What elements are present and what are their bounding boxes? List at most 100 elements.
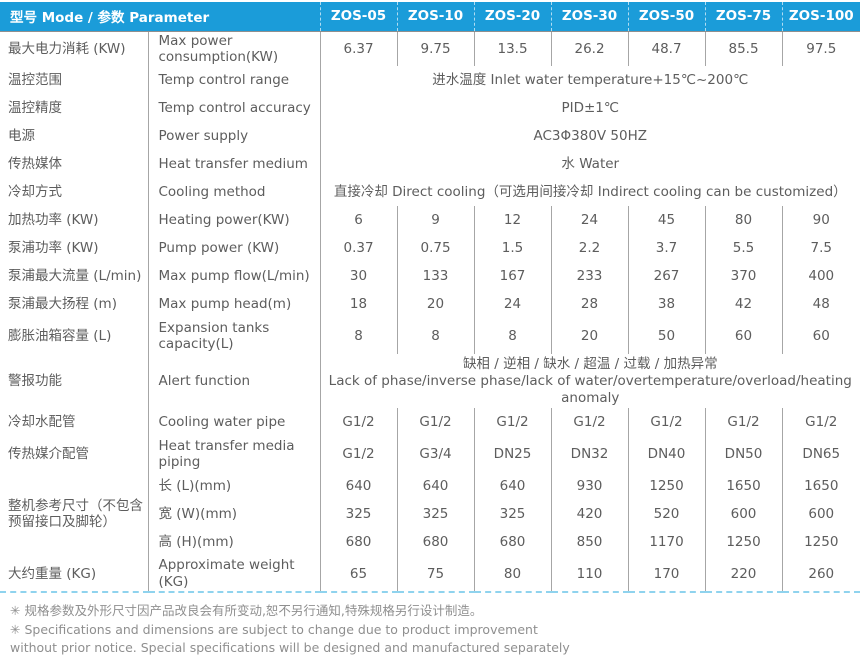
value-cell: 48 bbox=[781, 290, 860, 319]
table-header: 型号 Mode / 参数 Parameter ZOS-05 ZOS-10 ZOS… bbox=[0, 2, 860, 32]
value-cell: 12 bbox=[473, 206, 552, 235]
row-label-en: Heat transfer medium bbox=[147, 150, 321, 179]
row-label-en: Heating power(KW) bbox=[147, 206, 321, 235]
value-cell: 110 bbox=[550, 556, 629, 594]
row-label-en: 高 (H)(mm) bbox=[147, 528, 321, 557]
row-label-zh: 最大电力消耗 (KW) bbox=[8, 40, 126, 57]
row-label-en: 长 (L)(mm) bbox=[147, 472, 321, 501]
spanned-value-cell: 进水温度 Inlet water temperature+15℃~200℃ bbox=[319, 66, 860, 95]
row-media-piping: 传热媒介配管 Heat transfer media piping G1/2 G… bbox=[0, 436, 860, 473]
row-label-en: Cooling water pipe bbox=[147, 408, 321, 437]
value-cell: 600 bbox=[781, 500, 860, 529]
value-cell: 1170 bbox=[627, 528, 706, 557]
row-label-zh: 温控范围 bbox=[8, 72, 62, 89]
value-cell: 260 bbox=[781, 556, 860, 594]
model-column-header: ZOS-100 bbox=[781, 2, 860, 32]
value-cell: 9 bbox=[396, 206, 475, 235]
value-cell: 170 bbox=[627, 556, 706, 594]
value-cell: 65 bbox=[319, 556, 398, 594]
value-cell: 167 bbox=[473, 262, 552, 291]
row-max-pump-head: 泵浦最大扬程 (m) Max pump head(m) 18 20 24 28 … bbox=[0, 290, 860, 319]
value-cell: G1/2 bbox=[550, 408, 629, 437]
model-column-header: ZOS-10 bbox=[396, 2, 475, 32]
value-cell: 60 bbox=[704, 318, 783, 355]
value-cell: 1650 bbox=[704, 472, 783, 501]
row-label-zh: 泵浦最大扬程 (m) bbox=[8, 296, 117, 313]
value-cell: 60 bbox=[781, 318, 860, 355]
value-cell: 1250 bbox=[704, 528, 783, 557]
alert-text-en: Lack of phase/inverse phase/lack of wate… bbox=[328, 372, 852, 406]
value-cell: 42 bbox=[704, 290, 783, 319]
row-label-zh: 冷却水配管 bbox=[8, 414, 76, 431]
row-pump-power: 泵浦功率 (KW) Pump power (KW) 0.37 0.75 1.5 … bbox=[0, 234, 860, 263]
value-cell: 930 bbox=[550, 472, 629, 501]
value-cell: 680 bbox=[319, 528, 398, 557]
row-label-en: Alert function bbox=[147, 354, 321, 409]
value-cell: 640 bbox=[396, 472, 475, 501]
spec-table: 型号 Mode / 参数 Parameter ZOS-05 ZOS-10 ZOS… bbox=[0, 2, 860, 594]
value-cell: 80 bbox=[473, 556, 552, 594]
value-cell: 38 bbox=[627, 290, 706, 319]
value-cell: 26.2 bbox=[550, 31, 629, 67]
value-cell: 325 bbox=[473, 500, 552, 529]
row-max-power: 最大电力消耗 (KW) Max power consumption(KW) 6.… bbox=[0, 31, 860, 67]
row-heating-power: 加热功率 (KW) Heating power(KW) 6 9 12 24 45… bbox=[0, 206, 860, 235]
alert-text-zh: 缺相 / 逆相 / 缺水 / 超温 / 过载 / 加热异常 bbox=[462, 356, 718, 373]
footnotes: ✳ 规格参数及外形尺寸因产品改良会有所变动,恕不另行通知,特殊规格另行设计制造。… bbox=[0, 593, 860, 656]
footnote-zh: ✳ 规格参数及外形尺寸因产品改良会有所变动,恕不另行通知,特殊规格另行设计制造。 bbox=[10, 603, 483, 619]
row-dimension-length: 整机参考尺寸（不包含预留接口及脚轮） 长 (L)(mm) 640 640 640… bbox=[0, 472, 860, 530]
value-cell: 267 bbox=[627, 262, 706, 291]
value-cell: 420 bbox=[550, 500, 629, 529]
value-cell: 30 bbox=[319, 262, 398, 291]
value-cell: 600 bbox=[704, 500, 783, 529]
value-cell: 20 bbox=[396, 290, 475, 319]
value-cell: 28 bbox=[550, 290, 629, 319]
value-cell: G1/2 bbox=[396, 408, 475, 437]
row-label-zh: 大约重量 (KG) bbox=[0, 556, 148, 594]
row-dimension-width: 宽 (W)(mm) 325 325 325 420 520 600 600 bbox=[0, 500, 860, 529]
row-label-en: Expansion tanks capacity(L) bbox=[147, 318, 321, 355]
value-cell: G1/2 bbox=[473, 408, 552, 437]
value-cell: 1250 bbox=[627, 472, 706, 501]
value-cell: 680 bbox=[473, 528, 552, 557]
value-cell: DN65 bbox=[781, 436, 860, 473]
row-label-en: Temp control accuracy bbox=[147, 94, 321, 123]
row-dimension-height: 高 (H)(mm) 680 680 680 850 1170 1250 1250 bbox=[0, 528, 860, 557]
value-cell: 325 bbox=[319, 500, 398, 529]
row-label-zh: 电源 bbox=[8, 128, 35, 145]
value-cell: 850 bbox=[550, 528, 629, 557]
value-cell: DN25 bbox=[473, 436, 552, 473]
value-cell: G1/2 bbox=[627, 408, 706, 437]
value-cell: 48.7 bbox=[627, 31, 706, 67]
row-label-en: Max pump flow(L/min) bbox=[147, 262, 321, 291]
value-cell: 400 bbox=[781, 262, 860, 291]
value-cell: 80 bbox=[704, 206, 783, 235]
row-power-supply: 电源 Power supply AC3Φ380V 50HZ bbox=[0, 122, 860, 151]
value-cell: 325 bbox=[396, 500, 475, 529]
row-alert-function: 警报功能 Alert function 缺相 / 逆相 / 缺水 / 超温 / … bbox=[0, 354, 860, 409]
footnote-en: ✳ Specifications and dimensions are subj… bbox=[10, 621, 570, 655]
row-label-zh: 传热媒介配管 bbox=[8, 446, 89, 463]
dimensions-group-label: 整机参考尺寸（不包含预留接口及脚轮） bbox=[8, 497, 143, 531]
value-cell: 7.5 bbox=[781, 234, 860, 263]
value-cell: 2.2 bbox=[550, 234, 629, 263]
value-cell: 370 bbox=[704, 262, 783, 291]
value-cell: G1/2 bbox=[704, 408, 783, 437]
value-cell: 133 bbox=[396, 262, 475, 291]
value-cell: 18 bbox=[319, 290, 398, 319]
row-max-pump-flow: 泵浦最大流量 (L/min) Max pump flow(L/min) 30 1… bbox=[0, 262, 860, 291]
value-cell: 1650 bbox=[781, 472, 860, 501]
model-column-header: ZOS-30 bbox=[550, 2, 629, 32]
row-label-en: 宽 (W)(mm) bbox=[147, 500, 321, 529]
value-cell: 640 bbox=[319, 472, 398, 501]
value-cell: 520 bbox=[627, 500, 706, 529]
value-cell: 90 bbox=[781, 206, 860, 235]
row-label-en: Approximate weight (KG) bbox=[147, 556, 321, 594]
row-label-en: Temp control range bbox=[147, 66, 321, 95]
value-cell: 75 bbox=[396, 556, 475, 594]
value-cell: DN50 bbox=[704, 436, 783, 473]
value-cell: 24 bbox=[473, 290, 552, 319]
row-cooling-pipe: 冷却水配管 Cooling water pipe G1/2 G1/2 G1/2 … bbox=[0, 408, 860, 437]
value-cell: 220 bbox=[704, 556, 783, 594]
